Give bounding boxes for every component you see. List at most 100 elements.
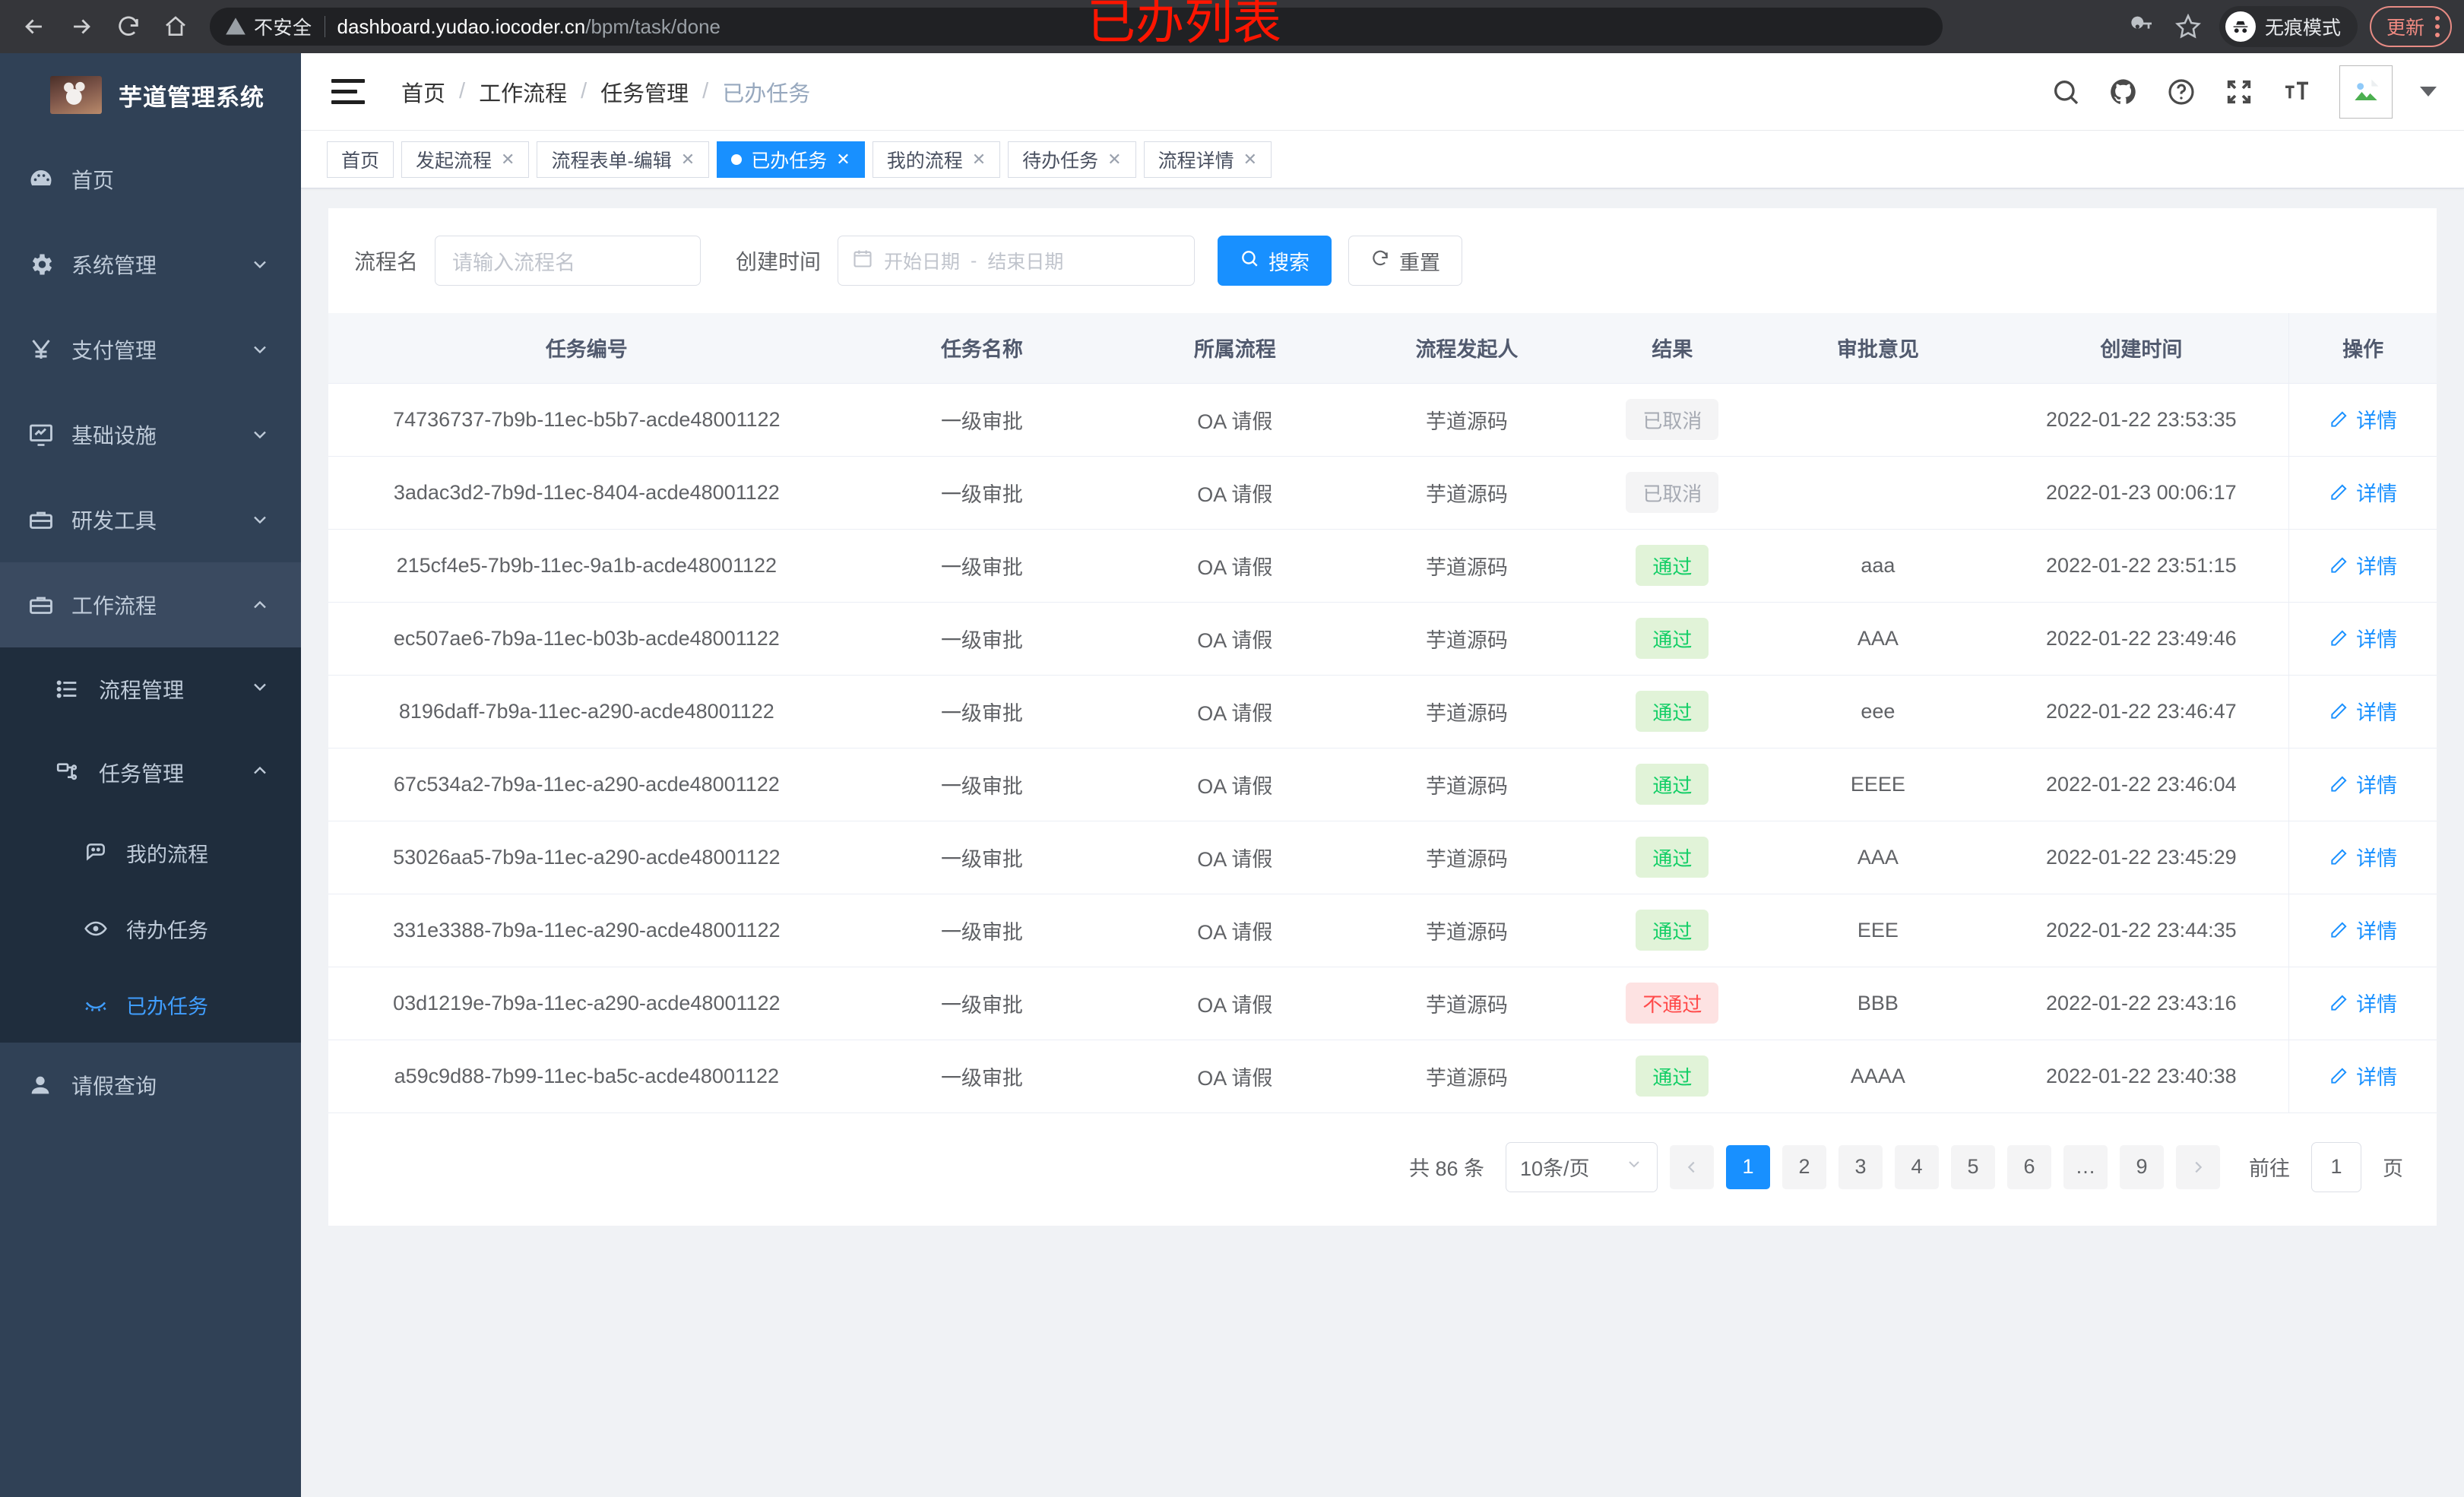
- cell-process: OA 请假: [1119, 383, 1351, 457]
- chevron-down-icon: [249, 424, 271, 445]
- cell-result: 不通过: [1582, 967, 1762, 1040]
- page-button[interactable]: 1: [1726, 1144, 1770, 1189]
- bookmark-star-icon[interactable]: [2166, 5, 2210, 49]
- cell-operation: 详情: [2288, 383, 2437, 457]
- detail-link[interactable]: 详情: [2329, 477, 2397, 507]
- next-page-button[interactable]: [2176, 1144, 2220, 1189]
- tab-done-tasks[interactable]: 已办任务 ✕: [717, 141, 865, 178]
- breadcrumb-item-0[interactable]: 首页: [401, 81, 446, 106]
- search-input-placeholder: 请输入流程名: [452, 251, 576, 274]
- page-button[interactable]: 6: [2007, 1144, 2051, 1189]
- cell-result: 通过: [1582, 675, 1762, 748]
- breadcrumb-item-1[interactable]: 工作流程: [479, 81, 568, 106]
- tab-start-process[interactable]: 发起流程 ✕: [401, 141, 530, 178]
- reload-icon[interactable]: [105, 3, 152, 50]
- sidebar-item-system[interactable]: 系统管理: [0, 222, 301, 307]
- user-icon: [27, 1072, 71, 1098]
- sidebar-item-home[interactable]: 首页: [0, 137, 301, 222]
- detail-link[interactable]: 详情: [2329, 988, 2397, 1018]
- incognito-badge[interactable]: 无痕模式: [2219, 6, 2358, 47]
- briefcase-icon: [27, 591, 71, 619]
- github-icon[interactable]: [2108, 77, 2139, 107]
- jump-page-input[interactable]: 1: [2311, 1141, 2361, 1192]
- page-button[interactable]: 9: [2120, 1144, 2164, 1189]
- sidebar-item-workflow[interactable]: 工作流程: [0, 562, 301, 647]
- forward-icon[interactable]: [58, 3, 105, 50]
- prev-page-button[interactable]: [1670, 1144, 1714, 1189]
- chrome-menu-icon[interactable]: [2435, 16, 2440, 37]
- cell-created-time: 2022-01-23 00:06:17: [1994, 456, 2289, 530]
- search-button[interactable]: 搜索: [1218, 236, 1332, 286]
- sidebar-item-done-tasks[interactable]: 已办任务: [0, 967, 301, 1043]
- edit-icon: [2331, 849, 2347, 865]
- reset-button[interactable]: 重置: [1348, 236, 1463, 286]
- detail-link[interactable]: 详情: [2329, 1061, 2397, 1090]
- detail-link[interactable]: 详情: [2329, 915, 2397, 945]
- cell-task-name: 一级审批: [844, 821, 1120, 894]
- sidebar-item-devtools[interactable]: 研发工具: [0, 477, 301, 562]
- sidebar-item-leave-query[interactable]: 请假查询: [0, 1043, 301, 1128]
- sidebar-item-task-management[interactable]: 任务管理: [0, 731, 301, 815]
- detail-link[interactable]: 详情: [2329, 769, 2397, 799]
- close-icon[interactable]: ✕: [971, 149, 987, 169]
- task-table-card: 任务编号 任务名称 所属流程 流程发起人 结果 审批意见 创建时间 操作 747…: [328, 313, 2437, 1226]
- page-size-select[interactable]: 10条/页: [1506, 1141, 1658, 1192]
- fullscreen-icon[interactable]: [2224, 77, 2254, 107]
- detail-link[interactable]: 详情: [2329, 404, 2397, 434]
- search-input[interactable]: 请输入流程名: [435, 236, 702, 286]
- font-size-icon[interactable]: [2282, 77, 2312, 107]
- detail-link[interactable]: 详情: [2329, 550, 2397, 580]
- update-button[interactable]: 更新: [2369, 6, 2452, 47]
- edit-icon: [2331, 922, 2347, 938]
- page-button[interactable]: 2: [1782, 1144, 1826, 1189]
- menu-collapse-icon[interactable]: [331, 72, 371, 112]
- cell-initiator: 芋道源码: [1351, 602, 1583, 676]
- close-icon[interactable]: ✕: [1107, 149, 1122, 169]
- home-icon[interactable]: [152, 3, 199, 50]
- detail-link[interactable]: 详情: [2329, 623, 2397, 653]
- page-button[interactable]: …: [2063, 1144, 2108, 1189]
- close-icon[interactable]: ✕: [501, 149, 515, 169]
- detail-link[interactable]: 详情: [2329, 842, 2397, 872]
- search-icon[interactable]: [2051, 77, 2081, 107]
- tab-label: 流程表单-编辑: [551, 150, 672, 172]
- sidebar-item-process-management[interactable]: 流程管理: [0, 647, 301, 731]
- tab-todo-tasks[interactable]: 待办任务 ✕: [1008, 141, 1136, 178]
- column-header-comment: 审批意见: [1762, 313, 1994, 384]
- address-bar[interactable]: 不安全 dashboard.yudao.iocoder.cn/bpm/task/…: [210, 8, 1943, 46]
- sidebar-item-my-process[interactable]: 我的流程: [0, 815, 301, 891]
- cell-comment: [1762, 456, 1994, 530]
- page-button[interactable]: 5: [1951, 1144, 1995, 1189]
- password-key-icon[interactable]: [2120, 5, 2165, 49]
- brand[interactable]: 芋道管理系统: [0, 53, 301, 137]
- sidebar-item-label: 任务管理: [99, 762, 185, 786]
- page-button[interactable]: 4: [1895, 1144, 1939, 1189]
- tab-process-form-edit[interactable]: 流程表单-编辑 ✕: [537, 141, 710, 178]
- close-icon[interactable]: ✕: [1243, 149, 1258, 169]
- date-range-picker[interactable]: 开始日期 - 结束日期: [838, 236, 1196, 286]
- tab-my-process[interactable]: 我的流程 ✕: [872, 141, 1001, 178]
- sidebar-item-label: 系统管理: [71, 254, 157, 277]
- cell-operation: 详情: [2288, 529, 2437, 603]
- close-icon[interactable]: ✕: [680, 149, 695, 169]
- help-icon[interactable]: [2166, 77, 2196, 107]
- chevron-down-icon[interactable]: [2420, 87, 2437, 97]
- cell-initiator: 芋道源码: [1351, 529, 1583, 603]
- page-button[interactable]: 3: [1838, 1144, 1883, 1189]
- detail-link[interactable]: 详情: [2329, 696, 2397, 726]
- sidebar-item-payment[interactable]: 支付管理: [0, 307, 301, 392]
- jump-label: 前往: [2249, 1157, 2290, 1180]
- tab-process-detail[interactable]: 流程详情 ✕: [1143, 141, 1272, 178]
- cell-initiator: 芋道源码: [1351, 675, 1583, 748]
- breadcrumb-item-2[interactable]: 任务管理: [600, 81, 689, 106]
- column-header-task-name: 任务名称: [844, 313, 1120, 384]
- avatar[interactable]: [2339, 65, 2393, 119]
- cell-comment: aaa: [1762, 529, 1994, 603]
- back-icon[interactable]: [11, 3, 58, 50]
- sidebar-item-todo-tasks[interactable]: 待办任务: [0, 891, 301, 967]
- close-icon[interactable]: ✕: [836, 149, 850, 169]
- cell-operation: 详情: [2288, 748, 2437, 821]
- sidebar-item-infrastructure[interactable]: 基础设施: [0, 392, 301, 477]
- tab-home[interactable]: 首页: [327, 141, 394, 178]
- sidebar-item-label: 我的流程: [126, 843, 208, 866]
